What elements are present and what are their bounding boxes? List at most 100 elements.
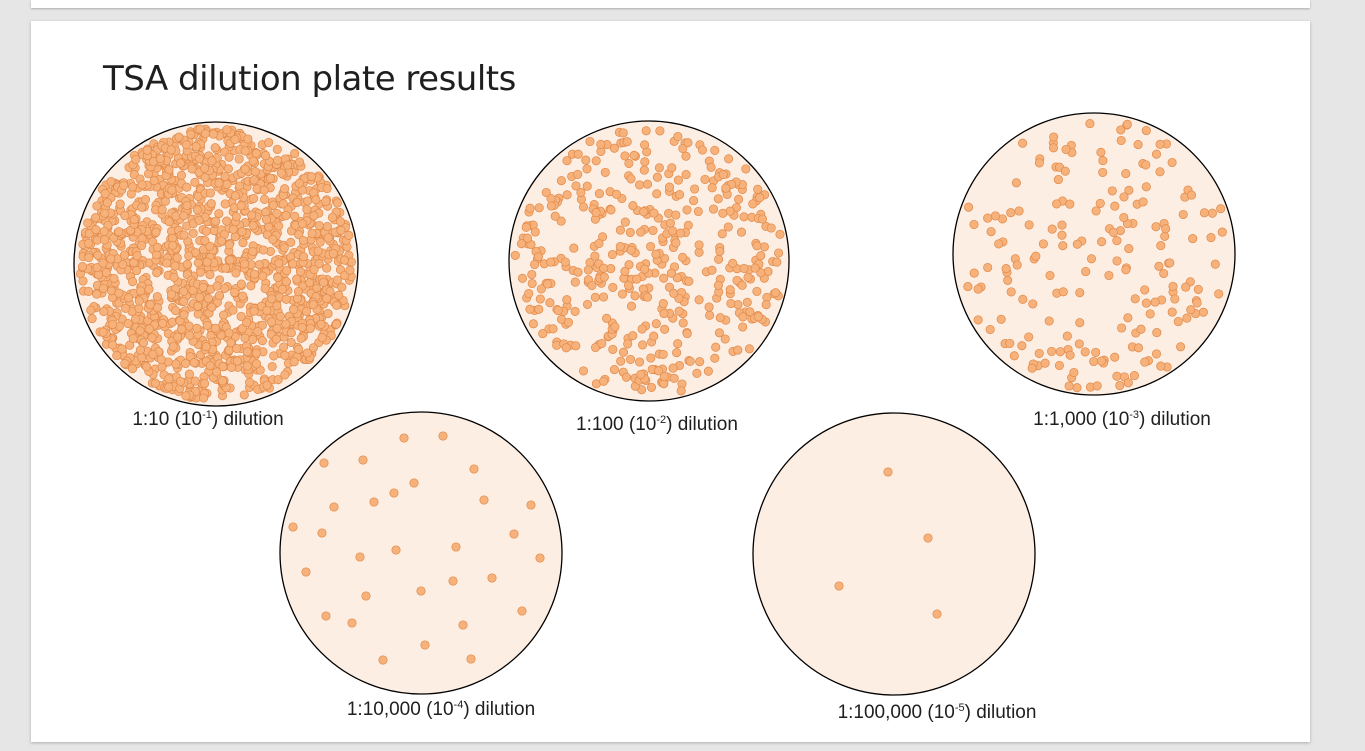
colony — [1112, 256, 1122, 266]
colony — [347, 618, 357, 628]
colony — [692, 368, 702, 378]
colony — [236, 279, 246, 289]
colony — [277, 284, 287, 294]
colony — [752, 286, 762, 296]
colony — [1167, 157, 1177, 168]
colony — [1207, 208, 1217, 218]
plate-outline — [279, 411, 563, 695]
colony — [637, 324, 647, 334]
colony — [83, 218, 93, 228]
colony — [219, 310, 229, 320]
colony — [1116, 135, 1126, 146]
colony — [149, 176, 159, 186]
colony — [546, 257, 556, 267]
colony — [98, 258, 108, 268]
colony — [144, 284, 154, 294]
colony — [1133, 343, 1144, 353]
colony — [223, 164, 233, 174]
colony — [251, 348, 261, 358]
colony — [293, 287, 303, 297]
colony — [230, 191, 241, 201]
colony — [106, 177, 116, 187]
colony — [573, 169, 583, 179]
colony — [757, 214, 768, 224]
colony — [212, 281, 222, 291]
colony — [138, 338, 149, 348]
colony — [983, 213, 993, 223]
colony — [883, 467, 893, 477]
colony — [733, 345, 743, 355]
colony — [994, 239, 1004, 249]
colony — [171, 359, 181, 369]
colony — [990, 211, 1000, 221]
colony — [548, 324, 558, 334]
colony — [771, 288, 781, 298]
colony — [147, 333, 157, 343]
colony — [600, 167, 610, 177]
caption-plate-2: 1:100 (10-2) dilution — [576, 414, 738, 435]
colony — [93, 250, 103, 260]
colony — [121, 303, 131, 313]
colony — [237, 227, 247, 237]
colony — [1161, 224, 1171, 234]
colony — [1138, 197, 1148, 207]
colony — [602, 313, 612, 323]
colony — [117, 344, 127, 354]
plates-diagram — [73, 112, 1236, 696]
colony — [1024, 332, 1034, 342]
colony — [517, 273, 528, 283]
colony — [137, 180, 147, 190]
colony — [321, 611, 331, 621]
colony — [625, 354, 636, 364]
colony — [620, 151, 630, 161]
colony — [200, 129, 210, 139]
colony — [214, 178, 224, 188]
colony — [1095, 198, 1105, 208]
colony — [690, 184, 700, 194]
colony — [636, 369, 646, 380]
petri-plate — [508, 120, 790, 402]
colony — [766, 223, 776, 233]
colony — [240, 333, 250, 343]
colony — [176, 376, 186, 386]
colony — [646, 382, 657, 392]
colony — [267, 317, 277, 327]
colony — [210, 323, 220, 333]
colony — [191, 142, 201, 152]
colony — [522, 233, 533, 243]
colony — [151, 227, 161, 237]
colony — [224, 152, 234, 162]
colony — [1057, 230, 1067, 240]
colony — [1075, 318, 1085, 328]
colony — [669, 288, 679, 298]
colony — [224, 345, 234, 355]
petri-plate — [952, 112, 1236, 396]
colony — [231, 212, 241, 222]
colony — [626, 174, 636, 184]
colony — [175, 158, 186, 168]
colony — [238, 238, 248, 248]
colony — [707, 183, 717, 193]
colony — [128, 333, 138, 344]
colony — [108, 319, 118, 329]
colony — [582, 299, 593, 309]
colony — [451, 542, 461, 552]
colony — [178, 286, 189, 296]
colony — [173, 332, 183, 342]
colony — [664, 182, 675, 192]
colony — [718, 170, 728, 180]
colony — [536, 284, 546, 294]
colony — [184, 369, 194, 379]
colony — [578, 366, 589, 376]
colony — [530, 259, 540, 270]
colony — [264, 137, 274, 147]
colony — [1003, 275, 1013, 285]
colony — [986, 227, 996, 237]
colony — [563, 317, 574, 327]
colony — [268, 234, 278, 245]
colony — [321, 196, 331, 206]
colony — [1057, 220, 1067, 230]
colony — [660, 324, 670, 334]
colony — [1108, 227, 1118, 237]
colony — [1112, 371, 1122, 381]
